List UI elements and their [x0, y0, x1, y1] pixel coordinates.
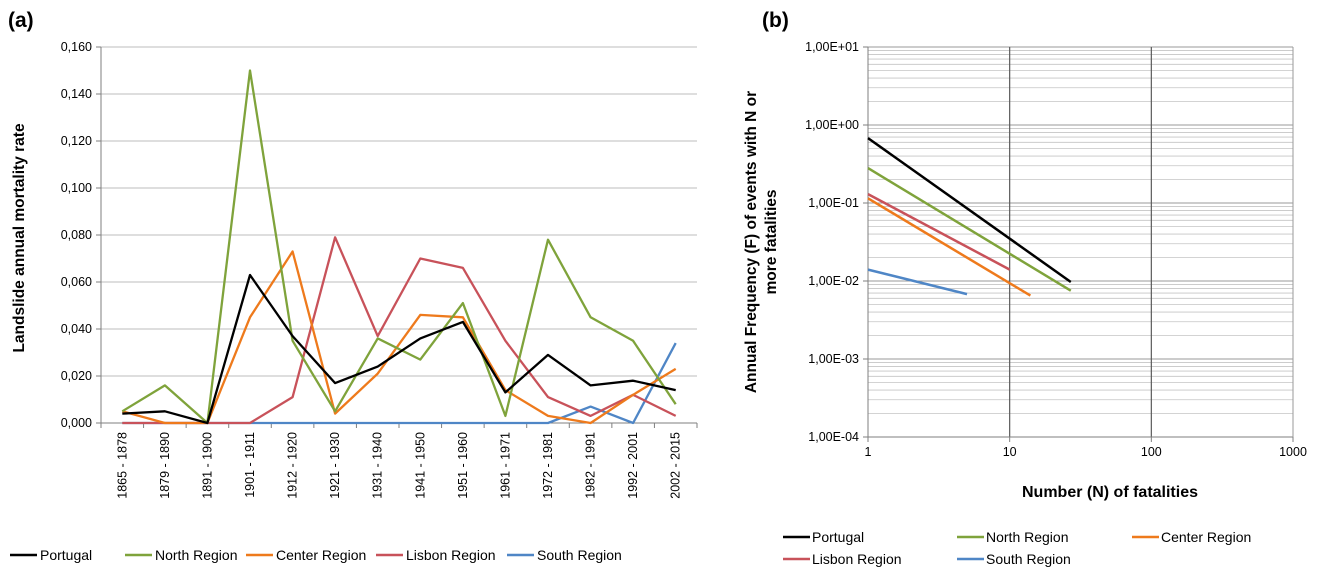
panel-a-series-line-north [121, 69, 677, 425]
panel-a-x-tick-label: 1912 - 1920 [286, 432, 300, 499]
svg-text:more fatalities: more fatalities [763, 189, 780, 294]
panel-a-y-tick-label: 0,040 [61, 322, 92, 336]
panel-a-legend-label: South Region [537, 547, 622, 563]
panel-b-x-tick-label: 1000 [1279, 445, 1307, 459]
panel-b-y-tick-label: 1,00E+00 [805, 118, 859, 132]
panel-a-x-tick-label: 1865 - 1878 [115, 432, 129, 499]
panel-a-y-tick-label: 0,060 [61, 275, 92, 289]
panel-b-series-line-portugal [867, 137, 1072, 284]
panel-b-x-tick-label: 1 [865, 445, 872, 459]
panel-a-x-tick-label: 1961 - 1971 [498, 432, 512, 499]
panel-b-legend-label: North Region [986, 529, 1069, 545]
panel-b-chart: (b) 1,00E-04 1,00E-03 1,00E-02 1,00E-01 1,00… [743, 9, 1307, 567]
panel-a-y-tick-label: 0,020 [61, 369, 92, 383]
panel-a-legend-label: Lisbon Region [406, 547, 496, 563]
panel-b-legend-label: Center Region [1161, 529, 1251, 545]
panel-b-legend-label: Lisbon Region [812, 551, 902, 567]
panel-a-x-tick-label: 1972 - 1981 [541, 432, 555, 499]
panel-a-series-line-center [121, 250, 677, 425]
panel-b-label: (b) [762, 9, 789, 32]
panel-b-x-tick-label: 10 [1003, 445, 1017, 459]
panel-a-y-tick-label: 0,160 [61, 40, 92, 54]
panel-a-label: (a) [8, 9, 34, 32]
panel-a-x-tick-label: 1941 - 1950 [413, 432, 427, 499]
panel-a-y-tick-label: 0,120 [61, 134, 92, 148]
panel-a-x-tick-label: 1982 - 1991 [584, 432, 598, 499]
panel-a-legend-label: Center Region [276, 547, 366, 563]
panel-a-chart: (a) 0,000 0,020 0,040 0,060 0,080 0,100 0,120 0… [8, 9, 698, 563]
panel-a-x-tick-label: 1992 - 2001 [626, 432, 640, 499]
panel-a-y-tick-label: 0,000 [61, 416, 92, 430]
panel-a-y-tick-label: 0,080 [61, 228, 92, 242]
panel-a-x-tick-label: 2002 - 2015 [669, 432, 683, 499]
panel-a-x-tick-label: 1891 - 1900 [200, 432, 214, 499]
panel-a-y-axis-label: Landslide annual mortality rate [11, 123, 28, 352]
panel-a-legend-label: North Region [155, 547, 238, 563]
panel-b-y-tick-label: 1,00E-01 [808, 196, 859, 210]
panel-a-x-tick-label: 1921 - 1930 [328, 432, 342, 499]
panel-b-legend-label: Portugal [812, 529, 864, 545]
panel-b-series-line-center [867, 197, 1032, 297]
panel-b-y-tick-label: 1,00E-04 [808, 430, 859, 444]
panel-b-x-tick-label: 100 [1141, 445, 1162, 459]
panel-a-series-line-portugal [122, 273, 676, 425]
panel-a-series-line-lisbon [122, 236, 677, 425]
panel-a-y-tick-label: 0,100 [61, 181, 92, 195]
panel-b-y-tick-label: 1,00E-03 [808, 352, 859, 366]
panel-a-y-tick-label: 0,140 [61, 87, 92, 101]
panel-b-series-line-north [867, 167, 1072, 292]
panel-a-legend-label: Portugal [40, 547, 92, 563]
panel-b-y-tick-label: 1,00E-02 [808, 274, 859, 288]
panel-b-y-axis-label: Annual Frequency (F) of events with N or… [743, 91, 780, 393]
panel-a-x-tick-label: 1879 - 1890 [158, 432, 172, 499]
panel-a-x-tick-label: 1951 - 1960 [456, 432, 470, 499]
svg-text:Annual Frequency (F) of events: Annual Frequency (F) of events with N or [743, 91, 760, 393]
panel-b-x-axis-label: Number (N) of fatalities [1022, 484, 1198, 501]
panel-a-x-tick-label: 1901 - 1911 [243, 432, 257, 498]
panel-a-series-line-south [122, 342, 677, 425]
panel-b-series-line-lisbon [867, 192, 1011, 271]
panel-b-series-line-south [867, 268, 968, 296]
panel-a-x-tick-label: 1931 - 1940 [371, 432, 385, 499]
panel-b-legend-label: South Region [986, 551, 1071, 567]
panel-b-y-tick-label: 1,00E+01 [805, 40, 859, 54]
